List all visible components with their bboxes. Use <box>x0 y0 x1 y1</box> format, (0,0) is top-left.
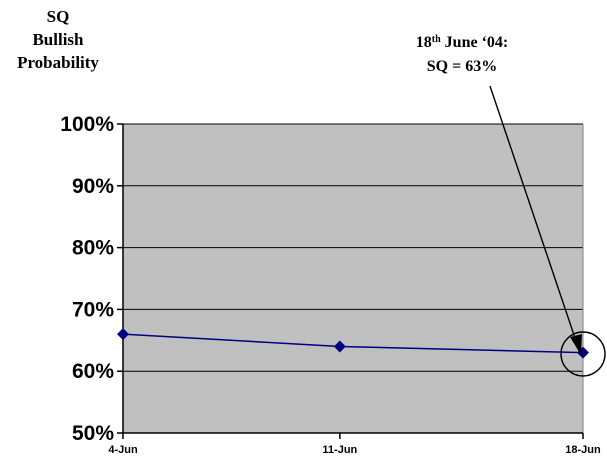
annotation-line-1: 18th June ‘04: <box>416 34 508 52</box>
y-axis-label-line-1: SQ <box>47 7 70 26</box>
gridlines <box>123 123 583 372</box>
x-ticks: 4-Jun 11-Jun 18-Jun <box>108 433 601 456</box>
y-tick-label: 50% <box>72 422 114 445</box>
highlight-circle <box>560 331 606 377</box>
y-tick-label: 100% <box>60 113 114 136</box>
data-point-marker <box>333 340 346 353</box>
x-tick-label: 11-Jun <box>322 444 357 456</box>
y-ticks: 50% 60% 70% 80% 90% 100% <box>60 113 123 445</box>
y-tick-label: 60% <box>72 360 114 383</box>
y-tick-label: 90% <box>72 175 114 198</box>
y-tick-label: 80% <box>72 237 114 260</box>
y-axis-label-line-2: Bullish <box>32 30 84 49</box>
annotation-line-2: SQ = 63% <box>427 58 497 75</box>
annotation-arrowhead <box>570 334 582 355</box>
plot-area <box>123 124 583 433</box>
data-point-marker <box>117 328 129 341</box>
y-axis-label-line-3: Probability <box>17 53 99 72</box>
y-tick-label: 70% <box>72 298 114 321</box>
x-tick-label: 18-Jun <box>565 444 601 456</box>
x-tick-label: 4-Jun <box>108 444 138 456</box>
annotation-arrow <box>489 85 576 339</box>
